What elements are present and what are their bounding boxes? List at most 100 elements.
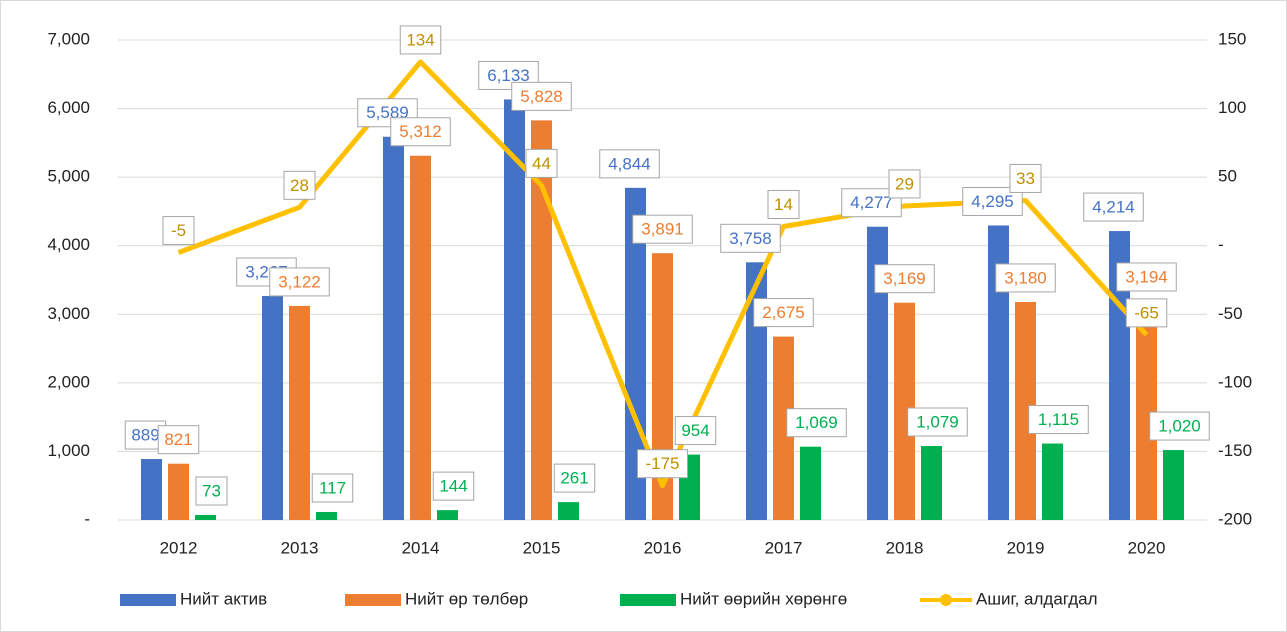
bar [1136, 300, 1157, 520]
y2-tick-label: -200 [1218, 509, 1252, 528]
bar [894, 302, 915, 520]
bar [988, 225, 1009, 520]
data-label: -5 [171, 221, 186, 240]
label-box [874, 264, 935, 294]
label-box [888, 169, 921, 199]
data-label: 117 [319, 478, 346, 497]
legend-swatch [345, 594, 401, 606]
data-label: 73 [202, 481, 221, 500]
label-box [1028, 405, 1089, 435]
legend-swatch [620, 594, 676, 606]
bar [168, 463, 189, 520]
bar [773, 336, 794, 520]
label-box [195, 476, 228, 506]
x-tick-label: 2020 [1128, 538, 1166, 557]
label-box [1009, 163, 1042, 193]
y2-tick-label: -50 [1218, 304, 1243, 323]
data-label: 5,828 [520, 87, 563, 106]
label-box [399, 25, 442, 55]
label-box [553, 463, 596, 493]
label-box [637, 449, 688, 479]
data-label: 3,169 [883, 269, 926, 288]
y2-tick-label: 100 [1218, 98, 1246, 117]
data-label: 1,115 [1038, 410, 1079, 429]
label-box [720, 223, 781, 253]
data-label: 5,312 [399, 122, 442, 141]
label-box [511, 81, 572, 111]
bar [1042, 443, 1063, 520]
data-label: 2,675 [762, 303, 805, 322]
data-label: 28 [290, 176, 309, 195]
label-box [995, 263, 1056, 293]
bar [289, 305, 310, 520]
data-label: 144 [439, 477, 467, 496]
data-label: -65 [1134, 303, 1159, 322]
data-label: 821 [164, 430, 192, 449]
data-label: 954 [681, 421, 709, 440]
bar [141, 459, 162, 520]
data-label: 4,844 [608, 154, 651, 173]
bar [800, 446, 821, 520]
data-label: 4,277 [850, 193, 893, 212]
y2-tick-label: -100 [1218, 372, 1252, 391]
label-box [432, 471, 475, 501]
y-tick-label: 1,000 [47, 441, 90, 460]
x-tick-label: 2013 [281, 538, 319, 557]
label-box [907, 407, 968, 437]
label-box [269, 267, 330, 297]
bar [504, 99, 525, 521]
y-tick-label: 3,000 [47, 304, 90, 323]
label-box [1125, 298, 1168, 328]
bar [558, 502, 579, 520]
y-tick-label: 6,000 [47, 98, 90, 117]
data-label: 3,891 [641, 220, 684, 239]
label-box [786, 408, 847, 438]
data-label: 1,079 [916, 412, 959, 431]
x-tick-label: 2018 [886, 538, 924, 557]
data-label: 261 [560, 469, 588, 488]
data-label: 3,180 [1004, 268, 1047, 287]
y-tick-label: 7,000 [47, 29, 90, 48]
y-tick-label: 4,000 [47, 235, 90, 254]
x-tick-label: 2015 [523, 538, 561, 557]
label-box [162, 216, 195, 246]
label-box [632, 214, 693, 244]
bar [867, 226, 888, 520]
data-label: 29 [895, 174, 914, 193]
legend-label: Нийт өр төлбөр [405, 589, 528, 608]
data-label: 3,194 [1125, 267, 1168, 286]
data-label: 134 [406, 30, 434, 49]
bar [437, 510, 458, 520]
label-box [674, 416, 717, 446]
label-box [525, 148, 558, 178]
y2-tick-label: -150 [1218, 441, 1252, 460]
label-box [767, 190, 800, 220]
label-box [1116, 262, 1177, 292]
bar [410, 155, 431, 520]
data-label: -175 [645, 454, 679, 473]
bar [383, 136, 404, 521]
data-label: 4,214 [1092, 198, 1135, 217]
data-label: 3,758 [729, 229, 772, 248]
y-tick-label: 2,000 [47, 372, 90, 391]
bar [1109, 231, 1130, 521]
label-box [283, 170, 316, 200]
bar [1163, 450, 1184, 520]
legend-label: Нийт өөрийн хөрөнгө [680, 589, 847, 608]
x-tick-label: 2017 [765, 538, 803, 557]
label-box [390, 117, 451, 147]
legend-marker [940, 594, 952, 606]
data-label: 3,122 [278, 272, 321, 291]
legend-label: Ашиг, алдагдал [976, 589, 1098, 608]
label-box [753, 298, 814, 328]
data-label: 4,295 [971, 192, 1014, 211]
label-box [1083, 192, 1144, 222]
legend-swatch [120, 594, 176, 606]
x-tick-label: 2019 [1007, 538, 1045, 557]
data-label: 14 [774, 195, 793, 214]
bar [1015, 301, 1036, 520]
data-label: 889 [131, 426, 159, 445]
x-tick-label: 2016 [644, 538, 682, 557]
bar [262, 295, 283, 520]
